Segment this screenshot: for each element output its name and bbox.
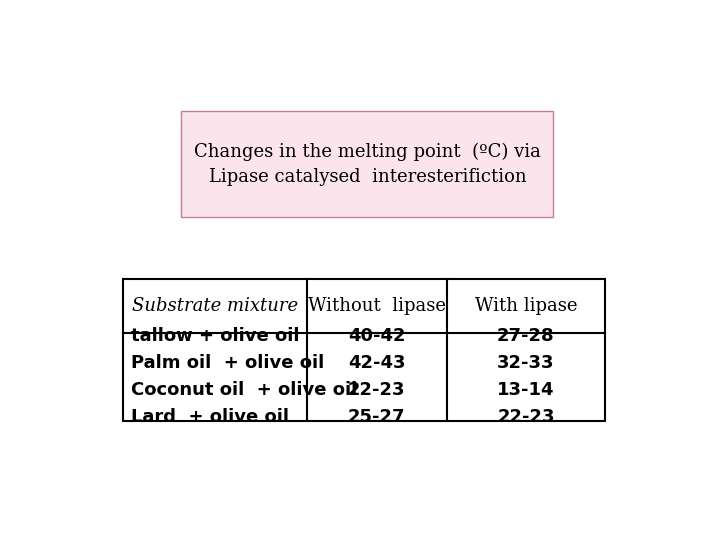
FancyBboxPatch shape [181,111,554,217]
Text: With lipase: With lipase [474,297,577,315]
Text: Changes in the melting point  (ºC) via
Lipase catalysed  interesterifiction: Changes in the melting point (ºC) via Li… [194,143,541,186]
Text: 40-42
42-43
22-23
25-27: 40-42 42-43 22-23 25-27 [348,327,405,426]
Text: tallow + olive oil
Palm oil  + olive oil
Coconut oil  + olive oil
Lard  + olive : tallow + olive oil Palm oil + olive oil … [131,327,357,426]
Text: 27-28
32-33
13-14
22-23: 27-28 32-33 13-14 22-23 [497,327,554,426]
Text: Without  lipase: Without lipase [307,297,446,315]
Text: Substrate mixture: Substrate mixture [132,297,298,315]
